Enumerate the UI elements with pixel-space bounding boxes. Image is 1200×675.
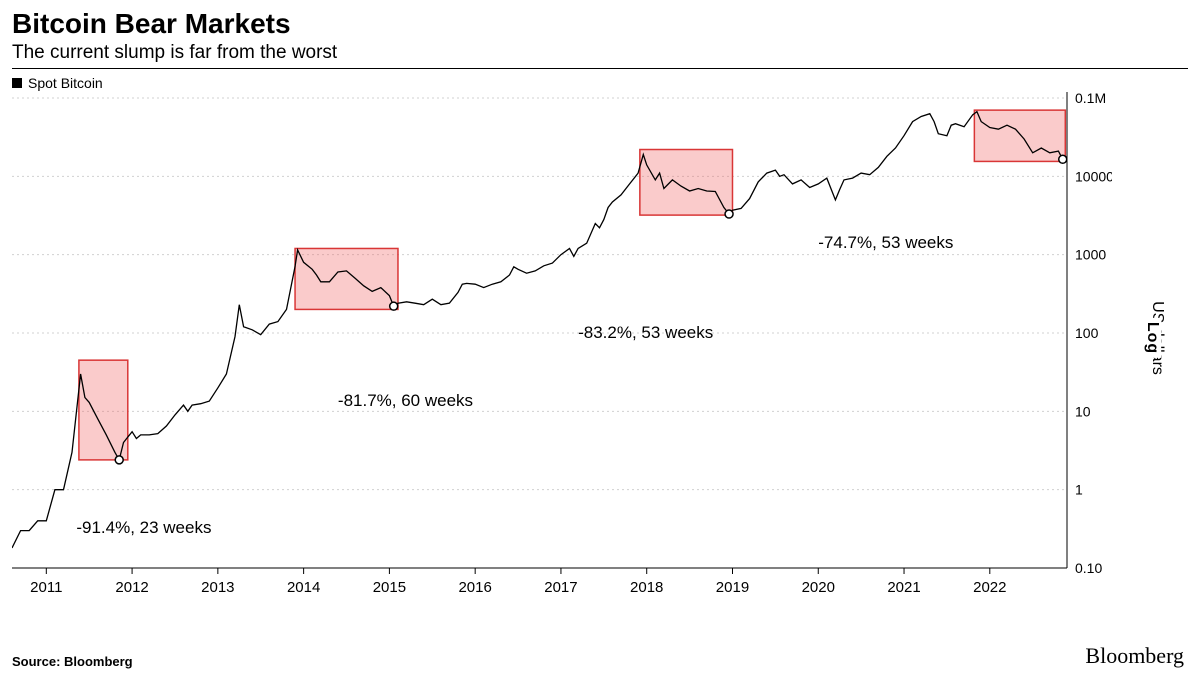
bear-annotation: -83.2%, 53 weeks — [578, 323, 713, 342]
bear-market-box — [640, 150, 733, 216]
y-tick-label: 10000 — [1075, 168, 1112, 184]
y-tick-label: 0.1M — [1075, 90, 1106, 106]
chart-title: Bitcoin Bear Markets — [12, 8, 1188, 40]
bear-market-box — [295, 248, 398, 309]
bear-market-box — [974, 110, 1065, 161]
x-tick-label: 2019 — [716, 579, 749, 596]
bear-annotation: -74.7%, 53 weeks — [818, 233, 953, 252]
x-tick-label: 2017 — [544, 579, 577, 596]
x-tick-label: 2018 — [630, 579, 663, 596]
trough-marker — [725, 210, 733, 218]
chart-subtitle: The current slump is far from the worst — [12, 42, 1188, 64]
log-scale-label: Log — [1143, 317, 1161, 357]
x-tick-label: 2016 — [458, 579, 491, 596]
price-line — [12, 112, 1063, 548]
x-tick-label: 2014 — [287, 579, 320, 596]
y-tick-label: 0.10 — [1075, 560, 1102, 576]
legend-marker — [12, 78, 22, 88]
bear-market-box — [79, 360, 128, 460]
x-tick-label: 2015 — [373, 579, 406, 596]
trough-marker — [1059, 155, 1067, 163]
y-tick-label: 1000 — [1075, 247, 1106, 263]
y-tick-label: 100 — [1075, 325, 1099, 341]
brand-logo: Bloomberg — [1085, 643, 1184, 669]
x-tick-label: 2021 — [887, 579, 920, 596]
y-tick-label: 1 — [1075, 482, 1083, 498]
y-tick-label: 10 — [1075, 403, 1091, 419]
x-tick-label: 2020 — [802, 579, 835, 596]
chart-svg: 0.10 1 10 100 1000 10000 0.1M 2011 2012 2013 2014 2… — [12, 88, 1112, 598]
header-divider — [12, 68, 1188, 69]
x-tick-label: 2011 — [30, 579, 62, 596]
x-tick-label: 2012 — [115, 579, 148, 596]
x-tick-label: 2013 — [201, 579, 234, 596]
bear-annotation: -91.4%, 23 weeks — [76, 518, 211, 537]
chart-plot-area: 0.10 1 10 100 1000 10000 0.1M 2011 2012 2013 2014 2… — [12, 88, 1112, 598]
trough-marker — [115, 456, 123, 464]
bear-annotation: -81.7%, 60 weeks — [338, 391, 473, 410]
x-tick-label: 2022 — [973, 579, 1006, 596]
source-attribution: Source: Bloomberg — [12, 654, 133, 669]
trough-marker — [390, 302, 398, 310]
